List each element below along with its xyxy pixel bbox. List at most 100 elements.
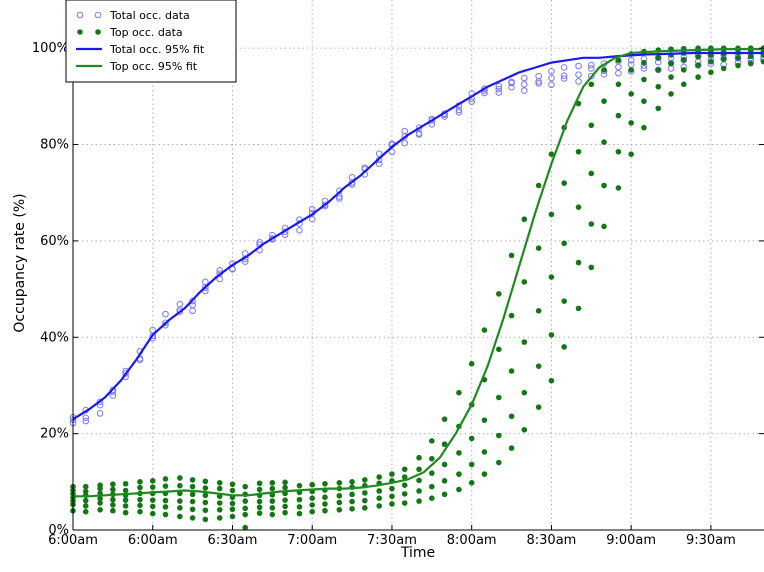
top-occ-point [177,505,183,511]
top-occ-point [149,503,156,510]
top-occ-point [481,327,488,333]
top-occ-point [349,506,355,512]
top-occ-point [362,490,368,496]
top-occ-point [256,504,263,511]
top-occ-point [416,466,422,473]
top-occ-point [655,105,662,112]
top-occ-point [242,511,249,518]
total-occ-point [296,227,303,234]
top-occ-point [177,475,183,481]
top-occ-point [668,74,674,80]
total-occ-point [241,258,249,265]
top-occ-point [401,474,408,480]
top-occ-point [97,506,103,513]
top-occ-point [177,513,183,520]
top-occ-point [588,221,595,227]
legend: Total occ. data Top occ. data Total occ. 9… [65,0,237,83]
top-occ-point [508,312,515,319]
top-occ-point [282,479,288,486]
top-occ-point [242,498,249,504]
top-occ-point [615,57,622,64]
total-occ-point [401,139,409,147]
top-occ-point [189,477,196,483]
top-occ-point [216,515,223,521]
total-occ-point [82,417,90,425]
top-occ-point [481,449,488,455]
top-occ-point [269,485,276,492]
top-occ-point [162,483,169,489]
total-occ-point [82,414,90,422]
top-occ-point [177,482,183,489]
top-occ-point [735,62,741,69]
top-occ-point [441,461,448,468]
total-occ-point [575,62,582,70]
total-occ-point [336,195,343,202]
total-occ-point [535,80,542,87]
top-occ-point [256,498,263,505]
top-occ-point [468,360,475,367]
top-occ-point [561,240,567,247]
total-occ-point [521,87,528,94]
total-occ-point [308,205,316,213]
legend-box [65,0,237,83]
top-occ-point [177,498,183,504]
top-occ-point [561,298,567,304]
top-occ-point [269,479,276,486]
top-occ-point [429,495,435,502]
total-occ-point [375,160,383,168]
top-occ-point [336,506,343,513]
total-occ-point [495,89,503,96]
top-occ-point [441,478,448,484]
total-occ-point [176,308,184,316]
top-occ-point [122,480,129,487]
total-occ-point [468,98,475,105]
total-occ-point [229,266,236,273]
top-occ-point [376,503,382,509]
top-occ-point [680,67,687,73]
top-occ-point [668,60,674,67]
top-occ-point [336,499,343,506]
top-occ-point [349,491,355,498]
top-occ-point [495,291,502,297]
total-occ-point [401,127,409,135]
top-occ-point [202,485,209,491]
top-occ-point [655,55,662,61]
top-occ-point [481,417,488,423]
top-occ-point [508,368,515,374]
top-occ-point [389,485,395,492]
top-occ-point [137,502,143,509]
x-tick-label: 9:00am [606,533,656,548]
top-occ-point [269,505,276,511]
top-occ-point [588,122,595,129]
total-occ-point [269,235,276,242]
top-occ-point [695,62,701,68]
top-occ-point [720,56,727,63]
x-tick-label: 6:00am [48,533,98,548]
top-occ-point [468,435,475,442]
total-occ-point [388,148,396,156]
total-occ-point [560,64,568,71]
top-occ-point [615,185,622,191]
top-occ-point [641,76,647,83]
top-occ-point [189,498,196,505]
top-occ-point [561,180,567,186]
top-occ-point [401,482,408,488]
top-occ-point [588,264,595,271]
top-occ-point [680,56,687,63]
total-occ-fit-line [72,51,764,421]
top-occ-point [628,151,634,157]
top-occ-point [495,394,502,401]
top-occ-point [322,501,328,507]
top-occ-point [162,511,169,518]
top-occ-point [376,474,382,480]
top-occ-point [82,483,89,490]
top-occ-point [242,505,249,512]
legend-item: Total occ. 95% fit [76,43,205,56]
top-occ-point [296,482,303,489]
top-occ-point [282,509,288,516]
y-tick-label: 40% [40,330,69,345]
top-occ-point [282,503,288,510]
top-occ-point [242,524,249,531]
total-occ-point [640,65,648,72]
top-occ-point [708,58,714,65]
